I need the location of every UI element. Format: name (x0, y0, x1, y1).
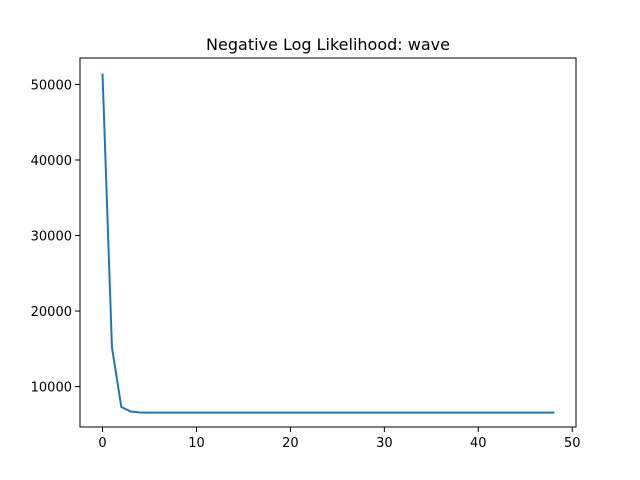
x-axis: 0 10 20 30 40 50 (98, 427, 581, 451)
y-tick-label: 50000 (31, 78, 72, 93)
x-tick-label: 40 (470, 436, 487, 451)
x-tick-label: 10 (188, 436, 205, 451)
x-tick-label: 20 (282, 436, 299, 451)
plot-area (101, 73, 555, 414)
axes-frame (79, 57, 577, 428)
y-tick-label: 30000 (31, 230, 72, 245)
y-tick-label: 10000 (31, 381, 72, 396)
x-tick-label: 0 (98, 436, 106, 451)
series-line (101, 73, 555, 414)
y-axis: 10000 20000 30000 40000 50000 (31, 78, 80, 396)
y-tick-label: 20000 (31, 305, 72, 320)
x-tick-label: 50 (564, 436, 581, 451)
x-tick-label: 30 (376, 436, 393, 451)
chart-title: Negative Log Likelihood: wave (206, 35, 450, 54)
y-tick-label: 40000 (31, 154, 72, 169)
